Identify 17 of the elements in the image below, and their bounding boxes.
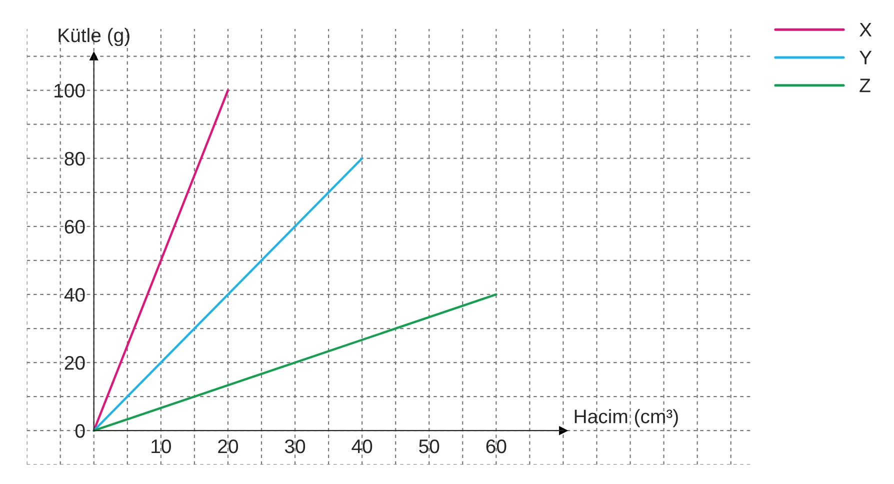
x-tick-label: 40 <box>352 439 372 454</box>
x-tick-label: 30 <box>284 439 306 454</box>
y-axis-title: Kütle (g) <box>58 28 130 46</box>
x-tick-label: 50 <box>419 439 440 454</box>
x-tick-label: 10 <box>152 439 171 454</box>
y-tick-label: 20 <box>64 356 85 370</box>
legend-label: X <box>859 23 872 36</box>
y-tick-label: 0 <box>75 424 85 438</box>
x-tick-label: 60 <box>486 439 506 454</box>
legend-label: Z <box>860 78 870 92</box>
legend-label: Y <box>859 50 872 64</box>
x-axis-title: Hacim (cm³) <box>574 409 678 428</box>
y-tick-label: 100 <box>54 84 85 98</box>
y-tick-label: 40 <box>64 288 85 302</box>
y-tick-label: 60 <box>64 220 85 234</box>
y-tick-label: 80 <box>64 152 85 166</box>
x-tick-label: 20 <box>218 439 238 454</box>
